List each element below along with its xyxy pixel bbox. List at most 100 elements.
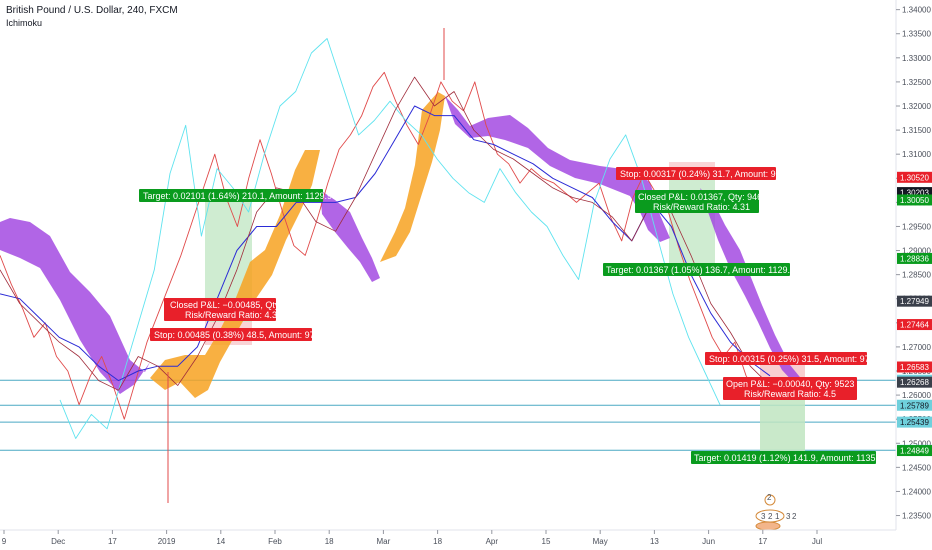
- y-tick-label: 1.23500: [902, 512, 931, 521]
- price-tag-label: 1.27949: [900, 297, 929, 306]
- event-count: 3: [761, 512, 766, 521]
- x-tick-label: Apr: [486, 537, 499, 546]
- closed-label-2-line2: Risk/Reward Ratio: 4.31: [653, 202, 750, 212]
- target-label-2: Target: 0.01367 (1.05%) 136.7, Amount: 1…: [603, 263, 800, 276]
- x-tick-label: 9: [2, 537, 7, 546]
- x-tick-label: 2019: [158, 537, 176, 546]
- x-tick-label: Mar: [377, 537, 391, 546]
- ichimoku-cloud: [0, 92, 804, 398]
- cloud-bear-2: [320, 190, 380, 282]
- price-tag: 1.25439: [897, 416, 932, 428]
- price-tag: 1.26583: [897, 361, 932, 373]
- stop-label-3: Stop: 0.00315 (0.25%) 31.5, Amount: 970: [705, 352, 875, 365]
- y-tick-label: 1.25000: [902, 439, 931, 448]
- y-tick-label: 1.31000: [902, 150, 931, 159]
- price-tag: 1.28836: [897, 252, 932, 264]
- event-count: 3: [786, 512, 791, 521]
- event-count: 1: [775, 512, 780, 521]
- x-tick-label: 13: [650, 537, 659, 546]
- stop-label-1-text: Stop: 0.00485 (0.38%) 48.5, Amount: 970: [154, 330, 320, 340]
- y-tick-label: 1.33500: [902, 30, 931, 39]
- price-spikes: [167, 28, 445, 503]
- x-tick-label: Jul: [812, 537, 822, 546]
- x-tick-label: 18: [433, 537, 442, 546]
- open-label-line1: Open P&L: −0.00040, Qty: 9523: [726, 379, 854, 389]
- stop-label-1: Stop: 0.00485 (0.38%) 48.5, Amount: 970: [150, 328, 320, 341]
- x-tick-label: May: [593, 537, 608, 546]
- event-marker-icon: [764, 494, 776, 506]
- y-tick-label: 1.28500: [902, 271, 931, 280]
- x-tick-label: 18: [325, 537, 334, 546]
- open-label-line2: Risk/Reward Ratio: 4.5: [744, 389, 836, 399]
- price-tag: 1.26268: [897, 376, 932, 388]
- x-tick-label: Jun: [702, 537, 715, 546]
- price-tag: 1.27949: [897, 295, 932, 307]
- target-label-2-text: Target: 0.01367 (1.05%) 136.7, Amount: 1…: [606, 265, 800, 275]
- target-label-1: Target: 0.02101 (1.64%) 210.1, Amount: 1…: [139, 189, 337, 202]
- y-tick-label: 1.31500: [902, 126, 931, 135]
- price-tag: 1.30050: [897, 194, 932, 206]
- cloud-bear-3: [445, 96, 670, 242]
- closed-label-1-line1: Closed P&L: −0.00485, Qty: 6185: [170, 300, 304, 310]
- x-tick-label: 17: [758, 537, 767, 546]
- y-tick-label: 1.24000: [902, 487, 931, 496]
- event-count: 2: [792, 512, 797, 521]
- y-tick-label: 1.29500: [902, 222, 931, 231]
- indicator-name: Ichimoku: [6, 18, 42, 28]
- price-tag-label: 1.25789: [900, 401, 929, 410]
- x-tick-label: Feb: [268, 537, 282, 546]
- price-tag-label: 1.28836: [900, 254, 929, 263]
- cloud-bear-4: [700, 188, 804, 384]
- cloud-bull-2: [380, 92, 445, 262]
- x-tick-label: Dec: [51, 537, 65, 546]
- price-tag: 1.30203: [897, 187, 932, 199]
- stop-label-2-text: Stop: 0.00317 (0.24%) 31.7, Amount: 970: [620, 169, 786, 179]
- time-axis: 9 Dec 17 2019 14 Feb 18 Mar 18 Apr 15 May 13 Jun 17 Jul: [2, 530, 822, 546]
- price-tag-label: 1.24849: [900, 447, 929, 456]
- price-tag: 1.30520: [897, 171, 932, 183]
- target-label-3-text: Target: 0.01419 (1.12%) 141.9, Amount: 1…: [694, 453, 888, 463]
- closed-label-1-line2: Risk/Reward Ratio: 4.33: [185, 310, 282, 320]
- closed-label-1: Closed P&L: −0.00485, Qty: 6185 Risk/Rew…: [164, 298, 304, 321]
- cloud-bull-1: [150, 150, 320, 398]
- price-tag-label: 1.25439: [900, 418, 929, 427]
- y-tick-label: 1.32500: [902, 78, 931, 87]
- price-tag: 1.25789: [897, 399, 932, 411]
- price-tag: 1.27464: [897, 319, 932, 331]
- y-tick-label: 1.33000: [902, 54, 931, 63]
- price-tag-label: 1.30050: [900, 196, 929, 205]
- y-tick-label: 1.32000: [902, 102, 931, 111]
- y-tick-label: 1.27000: [902, 343, 931, 352]
- trade-annotations: Target: 0.02101 (1.64%) 210.1, Amount: 1…: [139, 167, 888, 464]
- price-tag-label: 1.30520: [900, 173, 929, 182]
- x-tick-label: 15: [542, 537, 551, 546]
- event-count: 2: [768, 512, 773, 521]
- stop-label-3-text: Stop: 0.00315 (0.25%) 31.5, Amount: 970: [709, 354, 875, 364]
- y-tick-label: 1.26000: [902, 391, 931, 400]
- open-label: Open P&L: −0.00040, Qty: 9523 Risk/Rewar…: [723, 377, 857, 400]
- indicator-lines: [0, 38, 781, 439]
- price-tag-label: 1.30203: [900, 189, 929, 198]
- price-tag-label: 1.26268: [900, 378, 929, 387]
- stop-label-2: Stop: 0.00317 (0.24%) 31.7, Amount: 970: [616, 167, 786, 180]
- series-line-lagging: [59, 38, 721, 439]
- x-tick-label: 14: [216, 537, 225, 546]
- series-line-conversion: [0, 76, 771, 391]
- cloud-bear-1: [0, 218, 150, 394]
- price-tag-label: 1.26583: [900, 363, 929, 372]
- target-label-1-text: Target: 0.02101 (1.64%) 210.1, Amount: 1…: [143, 191, 337, 201]
- y-tick-label: 1.34000: [902, 6, 931, 15]
- y-tick-label: 1.24500: [902, 463, 931, 472]
- price-tag: 1.24849: [897, 445, 932, 457]
- event-markers[interactable]: 2 3 2 1 3 2: [755, 493, 797, 531]
- series-line-price: [0, 71, 781, 420]
- target-label-3: Target: 0.01419 (1.12%) 141.9, Amount: 1…: [691, 451, 888, 464]
- closed-label-2: Closed P&L: 0.01367, Qty: 9463 Risk/Rewa…: [635, 190, 767, 213]
- event-count: 2: [767, 493, 772, 502]
- closed-label-2-line1: Closed P&L: 0.01367, Qty: 9463: [638, 192, 767, 202]
- price-tag-label: 1.27464: [900, 321, 929, 330]
- x-tick-label: 17: [108, 537, 117, 546]
